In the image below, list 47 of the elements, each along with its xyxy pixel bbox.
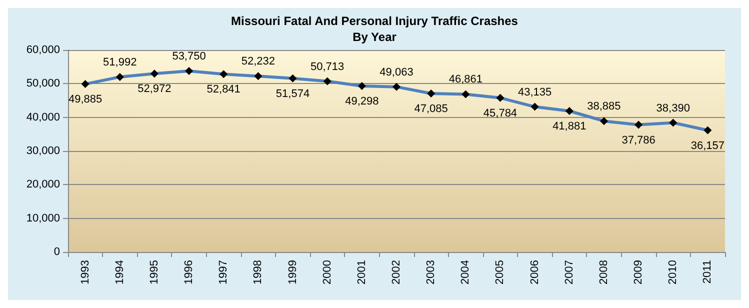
y-tick-label: 10,000 — [26, 212, 60, 224]
data-label: 38,390 — [656, 102, 690, 114]
data-label: 49,063 — [380, 66, 414, 78]
x-tick-label: 2006 — [528, 260, 541, 284]
y-tick-label: 20,000 — [26, 178, 60, 191]
x-tick-label: 2008 — [598, 260, 610, 284]
chart-title: Missouri Fatal And Personal Injury Traffic Crashes — [231, 14, 518, 28]
x-tick-label: 2009 — [632, 260, 645, 284]
data-label: 52,232 — [241, 56, 276, 68]
x-tick-label: 2001 — [356, 260, 368, 284]
x-tick-label: 2010 — [667, 260, 680, 284]
y-tick-label: 30,000 — [26, 145, 60, 157]
data-label: 50,713 — [310, 60, 344, 73]
data-label: 41,881 — [552, 120, 586, 132]
x-tick-label: 2003 — [425, 260, 438, 284]
data-label: 47,085 — [414, 102, 448, 115]
x-tick-label: 1998 — [252, 260, 264, 284]
data-label: 45,784 — [483, 107, 518, 120]
y-tick-label: 40,000 — [26, 111, 60, 124]
x-tick-label: 2007 — [563, 260, 576, 284]
data-label: 52,972 — [138, 83, 172, 96]
data-label: 49,885 — [68, 94, 102, 106]
chart-subtitle: By Year — [352, 30, 397, 44]
data-label: 43,135 — [518, 86, 552, 98]
data-label: 46,861 — [448, 74, 482, 86]
x-tick-label: 2004 — [460, 260, 472, 284]
x-tick-label: 1994 — [114, 260, 126, 284]
x-tick-label: 1995 — [148, 260, 160, 284]
y-tick-label: 0 — [54, 246, 60, 258]
x-tick-label: 2011 — [702, 260, 714, 284]
data-label: 53,750 — [172, 50, 206, 63]
x-tick-label: 1993 — [79, 260, 92, 284]
x-tick-label: 1999 — [286, 260, 299, 284]
data-label: 52,841 — [206, 84, 240, 96]
x-tick-label: 2005 — [494, 260, 506, 284]
data-label: 38,885 — [587, 100, 621, 113]
data-label: 36,157 — [690, 140, 725, 152]
data-label: 51,992 — [103, 56, 137, 68]
data-label: 49,298 — [345, 96, 379, 108]
y-tick-label: 50,000 — [26, 78, 60, 90]
x-tick-label: 1997 — [218, 260, 230, 284]
data-label: 37,786 — [622, 134, 656, 146]
y-tick-label: 60,000 — [26, 44, 60, 56]
data-label: 51,574 — [276, 88, 310, 100]
x-tick-label: 2000 — [321, 260, 334, 284]
x-tick-label: 1996 — [183, 260, 196, 284]
x-tick-label: 2002 — [390, 260, 402, 284]
